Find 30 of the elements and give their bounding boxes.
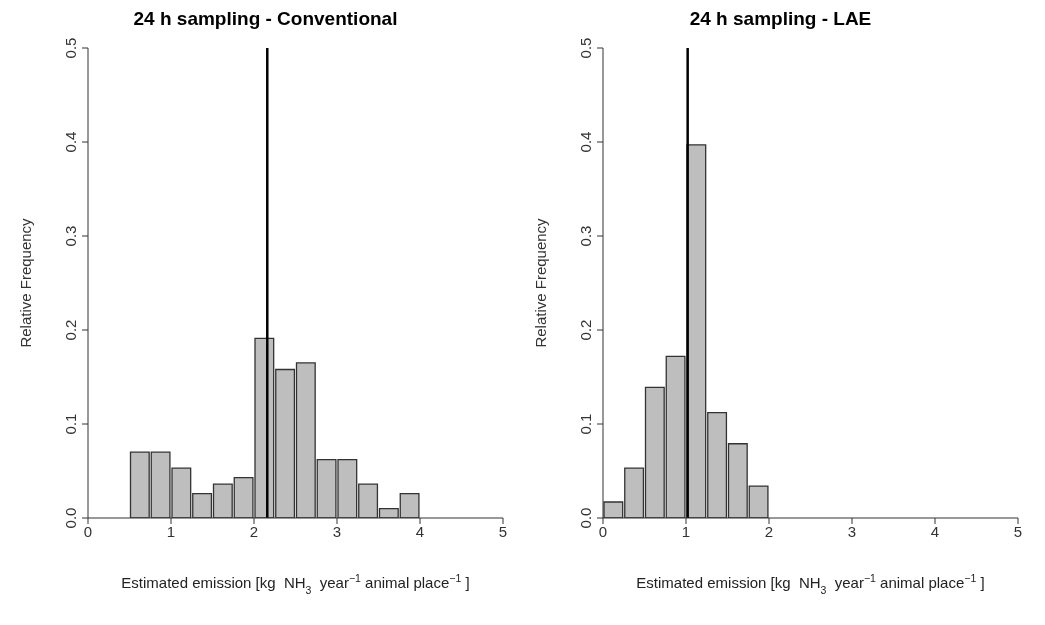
chart-title: 24 h sampling - LAE <box>688 8 873 31</box>
x-tick-label: 5 <box>1013 522 1023 540</box>
y-tick-label: 0.0 <box>577 507 594 529</box>
y-tick-label: 0.1 <box>577 413 594 435</box>
x-tick-label: 3 <box>332 522 342 540</box>
x-tick-label: 2 <box>764 522 774 540</box>
y-axis-title: Relative Frequency <box>532 217 550 348</box>
y-tick-label: 0.1 <box>62 413 79 435</box>
y-tick-label: 0.0 <box>62 507 79 529</box>
x-tick-label: 3 <box>847 522 857 540</box>
y-tick-label: 0.3 <box>62 225 79 247</box>
y-axis-title: Relative Frequency <box>17 217 35 348</box>
x-tick-label: 1 <box>681 522 691 540</box>
y-tick-label: 0.4 <box>577 131 594 153</box>
x-tick-label: 4 <box>415 522 425 540</box>
y-tick-label: 0.3 <box>577 225 594 247</box>
y-tick-label: 0.2 <box>577 319 594 341</box>
y-tick-label: 0.5 <box>62 37 79 59</box>
x-tick-label: 4 <box>930 522 940 540</box>
x-axis-title: Estimated emission [kg NH$_{3}$ year$^{−1}$ animal place$^{−1}$ ] <box>636 572 985 596</box>
x-tick-label: 1 <box>166 522 176 540</box>
x-tick-label: 0 <box>83 522 93 540</box>
y-tick-label: 0.2 <box>62 319 79 341</box>
y-tick-label: 0.4 <box>62 131 79 153</box>
x-tick-label: 0 <box>598 522 608 540</box>
x-axis-title: Estimated emission [kg NH$_{3}$ year$^{−1}$ animal place$^{−1}$ ] <box>121 572 470 596</box>
y-tick-label: 0.5 <box>577 37 594 59</box>
x-tick-label: 2 <box>249 522 259 540</box>
x-tick-label: 5 <box>498 522 508 540</box>
chart-title: 24 h sampling - Conventional <box>132 8 399 31</box>
